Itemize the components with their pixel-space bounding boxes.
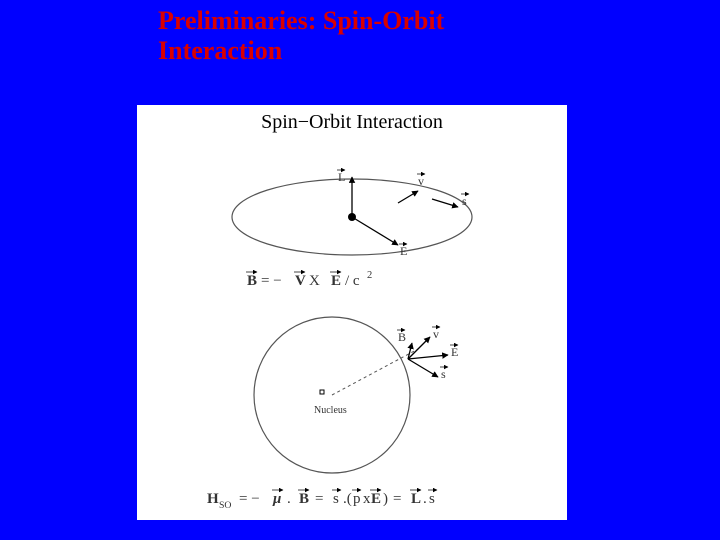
equation-Hso: HSO = − μ . B = s.(pxE) = L.s	[207, 490, 437, 511]
svg-text:x: x	[363, 491, 371, 507]
svg-text:E: E	[400, 244, 407, 258]
label-B2: B	[397, 330, 406, 344]
svg-text:E: E	[371, 491, 381, 507]
figure-panel: Spin−Orbit Interaction LEvsB = − V X E /…	[137, 105, 567, 520]
svg-text:L: L	[411, 491, 421, 507]
svg-text:v: v	[418, 174, 424, 188]
label-L: L	[337, 170, 345, 184]
svg-text:B: B	[247, 273, 257, 289]
svg-text:.(: .(	[343, 491, 352, 507]
figure-svg: LEvsB = − V X E / c2NucleusvEBsHSO = − μ…	[137, 105, 567, 520]
svg-text:/ c: / c	[345, 273, 360, 289]
svg-text:2: 2	[367, 270, 372, 281]
slide: Preliminaries: Spin-Orbit Interaction Sp…	[0, 0, 720, 540]
svg-text:s: s	[462, 194, 467, 208]
svg-text:.: .	[423, 491, 427, 507]
svg-text:=: =	[315, 491, 323, 507]
vec-s	[432, 199, 458, 207]
label-v2: v	[432, 327, 440, 341]
svg-text:.: .	[287, 491, 291, 507]
figure-title: Spin−Orbit Interaction	[137, 111, 567, 134]
nucleus-marker	[320, 390, 324, 394]
vec-E2	[408, 355, 448, 359]
svg-text:L: L	[338, 170, 345, 184]
nucleus-label: Nucleus	[314, 405, 347, 416]
label-s2: s	[440, 367, 448, 381]
equation-B: B = − V X E / c 2	[246, 270, 372, 289]
label-v: v	[417, 174, 425, 188]
svg-text:B: B	[398, 330, 406, 344]
slide-title: Preliminaries: Spin-Orbit Interaction	[158, 6, 538, 66]
vec-v	[398, 191, 418, 203]
svg-text:V: V	[295, 273, 306, 289]
vec-E	[352, 217, 398, 245]
svg-text:H: H	[207, 491, 219, 507]
svg-text:p: p	[353, 491, 361, 507]
svg-text:SO: SO	[219, 500, 231, 511]
svg-text:E: E	[451, 345, 458, 359]
vec-s2	[408, 359, 438, 377]
svg-text:): )	[383, 491, 388, 507]
svg-text:= −: = −	[261, 273, 282, 289]
svg-text:X: X	[309, 273, 320, 289]
svg-text:=: =	[393, 491, 401, 507]
svg-text:s: s	[429, 491, 435, 507]
radius-dash	[332, 349, 418, 395]
svg-text:s: s	[441, 367, 446, 381]
label-E: E	[399, 244, 407, 258]
svg-text:E: E	[331, 273, 341, 289]
svg-text:μ: μ	[272, 491, 281, 507]
label-E2: E	[450, 345, 458, 359]
svg-text:s: s	[333, 491, 339, 507]
svg-text:v: v	[433, 327, 439, 341]
svg-text:= −: = −	[239, 491, 260, 507]
svg-text:B: B	[299, 491, 309, 507]
